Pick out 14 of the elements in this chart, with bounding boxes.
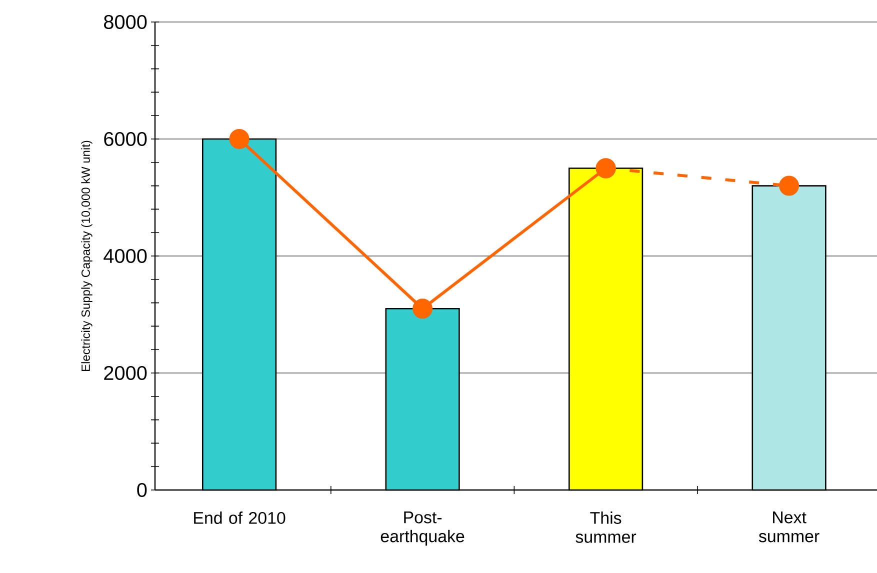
y-tick-label: 0	[137, 482, 147, 498]
x-tick-label: Post-earthquake	[380, 512, 464, 546]
x-tick-label: Next summer	[758, 512, 820, 542]
x-tick-label: End of 2010	[194, 512, 286, 524]
point	[412, 298, 433, 319]
y-tick-label: 6000	[104, 132, 147, 146]
y-axis-title: Electricity Supply Capacity (10,000 kW unit)	[81, 140, 92, 371]
point	[229, 129, 250, 149]
y-tick-label: 4000	[104, 248, 147, 264]
x-tick-label: This summer	[576, 512, 636, 543]
point	[779, 176, 800, 196]
y-tick-label: 8000	[104, 14, 147, 30]
y-tick-label: 2000	[104, 366, 147, 380]
point	[596, 158, 616, 178]
